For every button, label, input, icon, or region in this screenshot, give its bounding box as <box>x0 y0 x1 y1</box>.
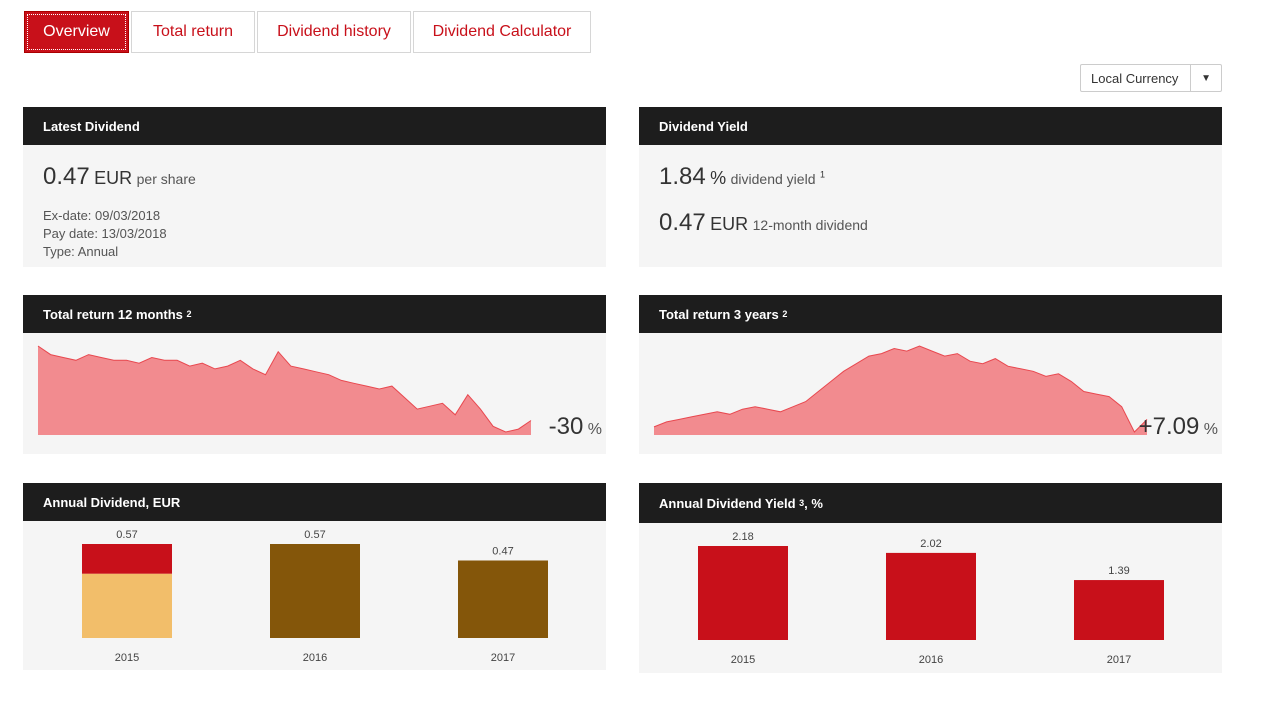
title: Total return 12 months <box>43 306 183 322</box>
footnote: 1 <box>819 169 825 180</box>
result-value: +7.09 <box>1138 413 1200 440</box>
currency: EUR <box>94 168 133 188</box>
x-tick-label: 2016 <box>303 652 327 664</box>
panel: 2.18 2015 2.02 2016 1.39 2017 <box>639 523 1222 673</box>
footnote: 2 <box>186 309 192 319</box>
chart: 0.57 2015 0.57 2016 0.47 2017 <box>82 529 548 664</box>
dividend-amount: 0.47 EUR per share <box>43 163 196 191</box>
panel-title: Annual Dividend, EUR <box>23 483 606 521</box>
panel: -30 % <box>23 333 606 454</box>
title-suffix: , % <box>804 495 823 511</box>
panel: +7.09 % <box>639 333 1222 454</box>
area <box>654 346 1147 435</box>
panel-title: Total return 3 years 2 <box>639 295 1222 333</box>
footnote: 3 <box>799 498 805 508</box>
panel-title: Latest Dividend <box>23 107 606 145</box>
currency: EUR <box>710 214 749 234</box>
chart <box>37 345 532 435</box>
line <box>653 345 1148 433</box>
type: Type: Annual <box>43 244 119 259</box>
result-unit: % <box>587 421 602 438</box>
chart <box>653 345 1148 435</box>
value-label: 2.18 <box>732 531 753 543</box>
select-label: Local Currency <box>1091 70 1179 86</box>
area <box>38 346 531 435</box>
value-label: 2.02 <box>920 538 941 550</box>
x-tick-label: 2017 <box>1107 654 1131 666</box>
currency-select[interactable]: Local Currency ▼ <box>1080 64 1222 92</box>
x-tick-label: 2015 <box>731 654 755 666</box>
bar <box>270 544 360 638</box>
value-label: 0.57 <box>304 529 325 541</box>
bar <box>458 560 548 638</box>
value-label: 0.57 <box>116 529 137 541</box>
amount: 0.47 <box>659 209 706 236</box>
tab[interactable]: Dividend history <box>257 11 411 53</box>
amount-line: 0.47 EUR 12-month dividend <box>659 209 868 237</box>
yield-text: dividend yield <box>730 171 816 187</box>
bar <box>886 552 976 640</box>
bar <box>82 573 172 638</box>
bar <box>698 546 788 640</box>
result: -30 % <box>549 413 602 441</box>
pay-date: Pay date: 13/03/2018 <box>43 226 167 241</box>
panel-title: Dividend Yield <box>639 107 1222 145</box>
tab[interactable]: Dividend Calculator <box>413 11 591 53</box>
x-tick-label: 2015 <box>115 652 139 664</box>
panel-title: Annual Dividend Yield 3, % <box>639 483 1222 523</box>
panel-title: Total return 12 months 2 <box>23 295 606 333</box>
ex-date: Ex-date: 09/03/2018 <box>43 208 161 223</box>
title: Annual Dividend, EUR <box>43 494 181 510</box>
amount: 0.47 <box>43 163 90 190</box>
panel: 0.57 2015 0.57 2016 0.47 2017 <box>23 521 606 670</box>
panel: 0.47 EUR per share Ex-date: 09/03/2018 P… <box>23 145 606 267</box>
title: Latest Dividend <box>43 118 140 134</box>
unit: per share <box>136 171 196 187</box>
title: Total return 3 years <box>659 306 779 322</box>
select-arrow[interactable]: ▼ <box>1190 65 1221 91</box>
yield-line: 1.84 % dividend yield 1 <box>659 163 825 191</box>
result-unit: % <box>1203 421 1218 438</box>
panel: 1.84 % dividend yield 1 0.47 EUR 12-mont… <box>639 145 1222 267</box>
tab[interactable]: Total return <box>131 11 255 53</box>
x-tick-label: 2017 <box>491 652 515 664</box>
yield: 1.84 <box>659 163 706 190</box>
value-label: 1.39 <box>1108 565 1129 577</box>
bar <box>1074 580 1164 640</box>
x-tick-label: 2016 <box>919 654 943 666</box>
line <box>37 345 532 433</box>
title: Dividend Yield <box>659 118 748 134</box>
value-label: 0.47 <box>492 545 513 557</box>
amount-text: 12-month dividend <box>752 217 868 233</box>
result-value: -30 <box>548 413 584 440</box>
bar <box>82 544 172 574</box>
title: Annual Dividend Yield <box>659 495 796 511</box>
tab[interactable]: Overview <box>24 11 129 53</box>
chart: 2.18 2015 2.02 2016 1.39 2017 <box>698 531 1164 666</box>
footnote: 2 <box>782 309 788 319</box>
result: +7.09 % <box>1139 413 1218 441</box>
yield-unit: % <box>710 168 727 188</box>
